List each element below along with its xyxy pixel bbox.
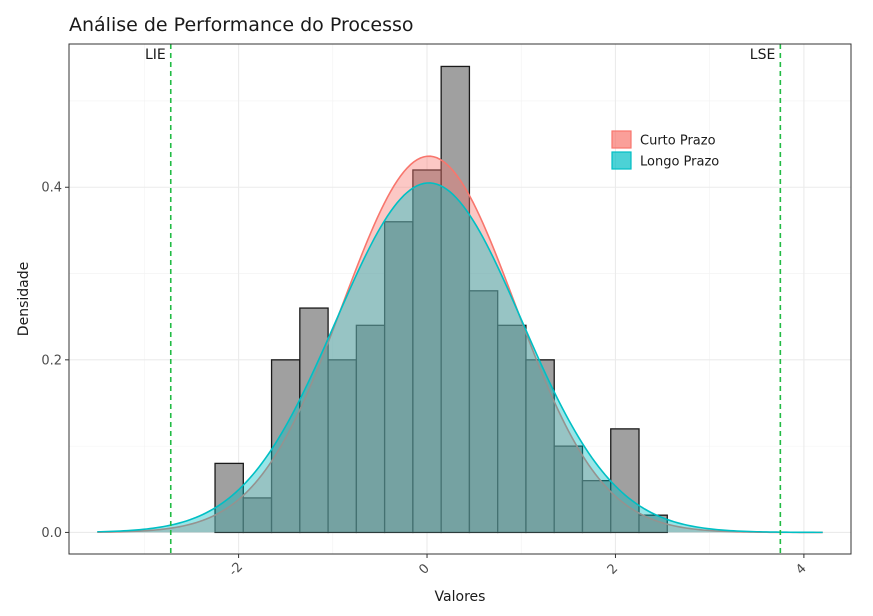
legend: Curto Prazo Longo Prazo — [611, 130, 719, 170]
histogram-bar — [497, 324, 527, 534]
panel-border — [68, 43, 852, 555]
legend-key-curto-prazo — [611, 130, 632, 149]
histogram-bar — [440, 65, 471, 534]
y-axis: 0.0 0.2 0.4 — [41, 181, 69, 541]
y-axis-title: Densidade — [16, 262, 32, 336]
histogram-bar — [412, 169, 442, 534]
chart-title: Análise de Performance do Processo — [69, 14, 414, 36]
y-tick-label: 0.4 — [41, 181, 62, 196]
legend-label-longo-prazo: Longo Prazo — [640, 155, 719, 170]
spec-label-lie: LIE — [145, 47, 166, 63]
density-line-curto-prazo — [97, 155, 823, 534]
y-tick-label: 0.2 — [41, 353, 62, 368]
spec-limits: LIE LSE — [145, 44, 782, 554]
x-tick-label: 2 — [605, 561, 621, 577]
legend-label-curto-prazo: Curto Prazo — [640, 134, 716, 149]
histogram-bar — [610, 428, 640, 534]
legend-key-longo-prazo — [611, 151, 632, 170]
histogram-bar — [355, 324, 386, 534]
y-tick-label: 0.0 — [41, 526, 62, 541]
x-tick-label: 0 — [416, 561, 432, 577]
spec-label-lse: LSE — [750, 47, 776, 63]
x-axis: -2 0 2 4 — [226, 554, 810, 580]
x-tick-label: -2 — [226, 560, 246, 580]
density-line-longo-prazo — [97, 182, 823, 534]
x-axis-title: Valores — [435, 589, 486, 605]
density-curves — [97, 155, 823, 534]
histogram-bar — [468, 290, 499, 534]
histogram-bar — [383, 221, 414, 534]
plot-panel: LIE LSE — [68, 43, 852, 555]
histogram-bars — [214, 65, 668, 534]
density-area-curto-prazo — [97, 156, 823, 533]
histogram-bar — [214, 462, 244, 534]
density-area-longo-prazo — [97, 182, 823, 533]
x-tick-label: 4 — [793, 561, 809, 577]
histogram-bar — [270, 359, 301, 534]
